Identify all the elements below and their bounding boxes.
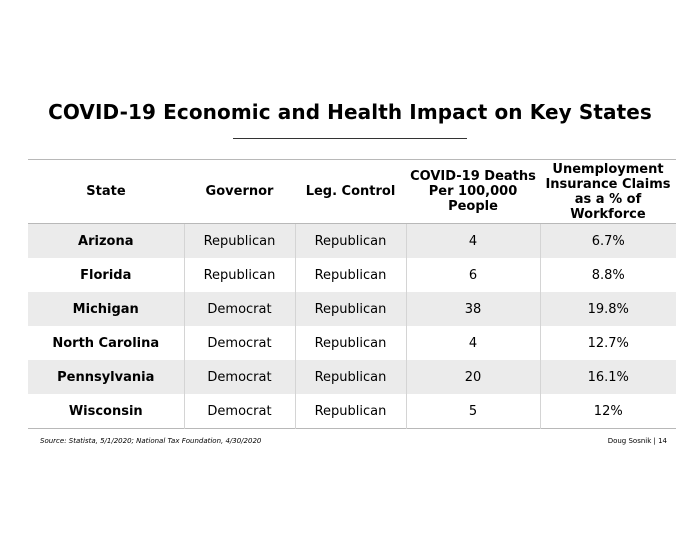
cell-state: North Carolina xyxy=(52,335,160,351)
cell-leg-control: Republican xyxy=(294,292,406,326)
table-row: Michigan Democrat Republican 38 19.8% xyxy=(28,292,676,326)
header-covid-deaths: COVID-19 Deaths Per 100,000 People xyxy=(406,159,540,224)
cell-state: Michigan xyxy=(28,292,184,326)
cell-leg-control: Republican xyxy=(294,326,406,360)
cell-covid-deaths: 20 xyxy=(405,360,540,394)
cell-governor: Democrat xyxy=(183,292,295,326)
cell-unemployment: 12.7% xyxy=(539,326,676,360)
cell-governor: Republican xyxy=(183,223,295,258)
cell-leg-control: Republican xyxy=(294,258,406,292)
table-row: North Carolina Democrat Republican 4 12.… xyxy=(28,326,676,360)
cell-covid-deaths: 5 xyxy=(405,394,540,429)
cell-leg-control: Republican xyxy=(294,223,406,258)
cell-covid-deaths: 4 xyxy=(405,326,540,360)
cell-state: Florida xyxy=(80,267,132,283)
cell-leg-control: Republican xyxy=(294,360,406,394)
cell-governor: Democrat xyxy=(183,360,295,394)
table-row: Wisconsin Democrat Republican 5 12% xyxy=(28,394,676,429)
cell-state: Pennsylvania xyxy=(28,360,184,394)
table-row: Pennsylvania Democrat Republican 20 16.1… xyxy=(28,360,676,394)
header-governor: Governor xyxy=(184,159,295,224)
source-note: Source: Statista, 5/1/2020; National Tax… xyxy=(40,437,262,445)
header-leg-control: Leg. Control xyxy=(295,159,406,224)
cell-unemployment: 6.7% xyxy=(539,223,676,258)
cell-covid-deaths: 4 xyxy=(405,223,540,258)
table-row: Florida Republican Republican 6 8.8% xyxy=(28,258,676,292)
cell-unemployment: 12% xyxy=(539,394,676,429)
cell-covid-deaths: 38 xyxy=(405,292,540,326)
page-title: COVID-19 Economic and Health Impact on K… xyxy=(48,100,652,124)
header-state: State xyxy=(28,159,184,224)
key-states-table: State Governor Leg. Control COVID-19 Dea… xyxy=(28,159,676,429)
cell-governor: Republican xyxy=(183,258,295,292)
cell-covid-deaths: 6 xyxy=(405,258,540,292)
cell-governor: Democrat xyxy=(183,394,295,429)
title-underline xyxy=(233,138,467,139)
header-unemployment-claims: Unemployment Insurance Claims as a % of … xyxy=(540,159,676,224)
table-header-row: State Governor Leg. Control COVID-19 Dea… xyxy=(28,159,676,224)
cell-governor: Democrat xyxy=(183,326,295,360)
cell-unemployment: 16.1% xyxy=(539,360,676,394)
cell-state: Arizona xyxy=(28,223,184,258)
footer-credit: Doug Sosnik | 14 xyxy=(607,437,667,445)
cell-leg-control: Republican xyxy=(294,394,406,429)
table-row: Arizona Republican Republican 4 6.7% xyxy=(28,223,676,258)
cell-state: Wisconsin xyxy=(68,403,143,419)
cell-unemployment: 19.8% xyxy=(539,292,676,326)
cell-unemployment: 8.8% xyxy=(539,258,676,292)
